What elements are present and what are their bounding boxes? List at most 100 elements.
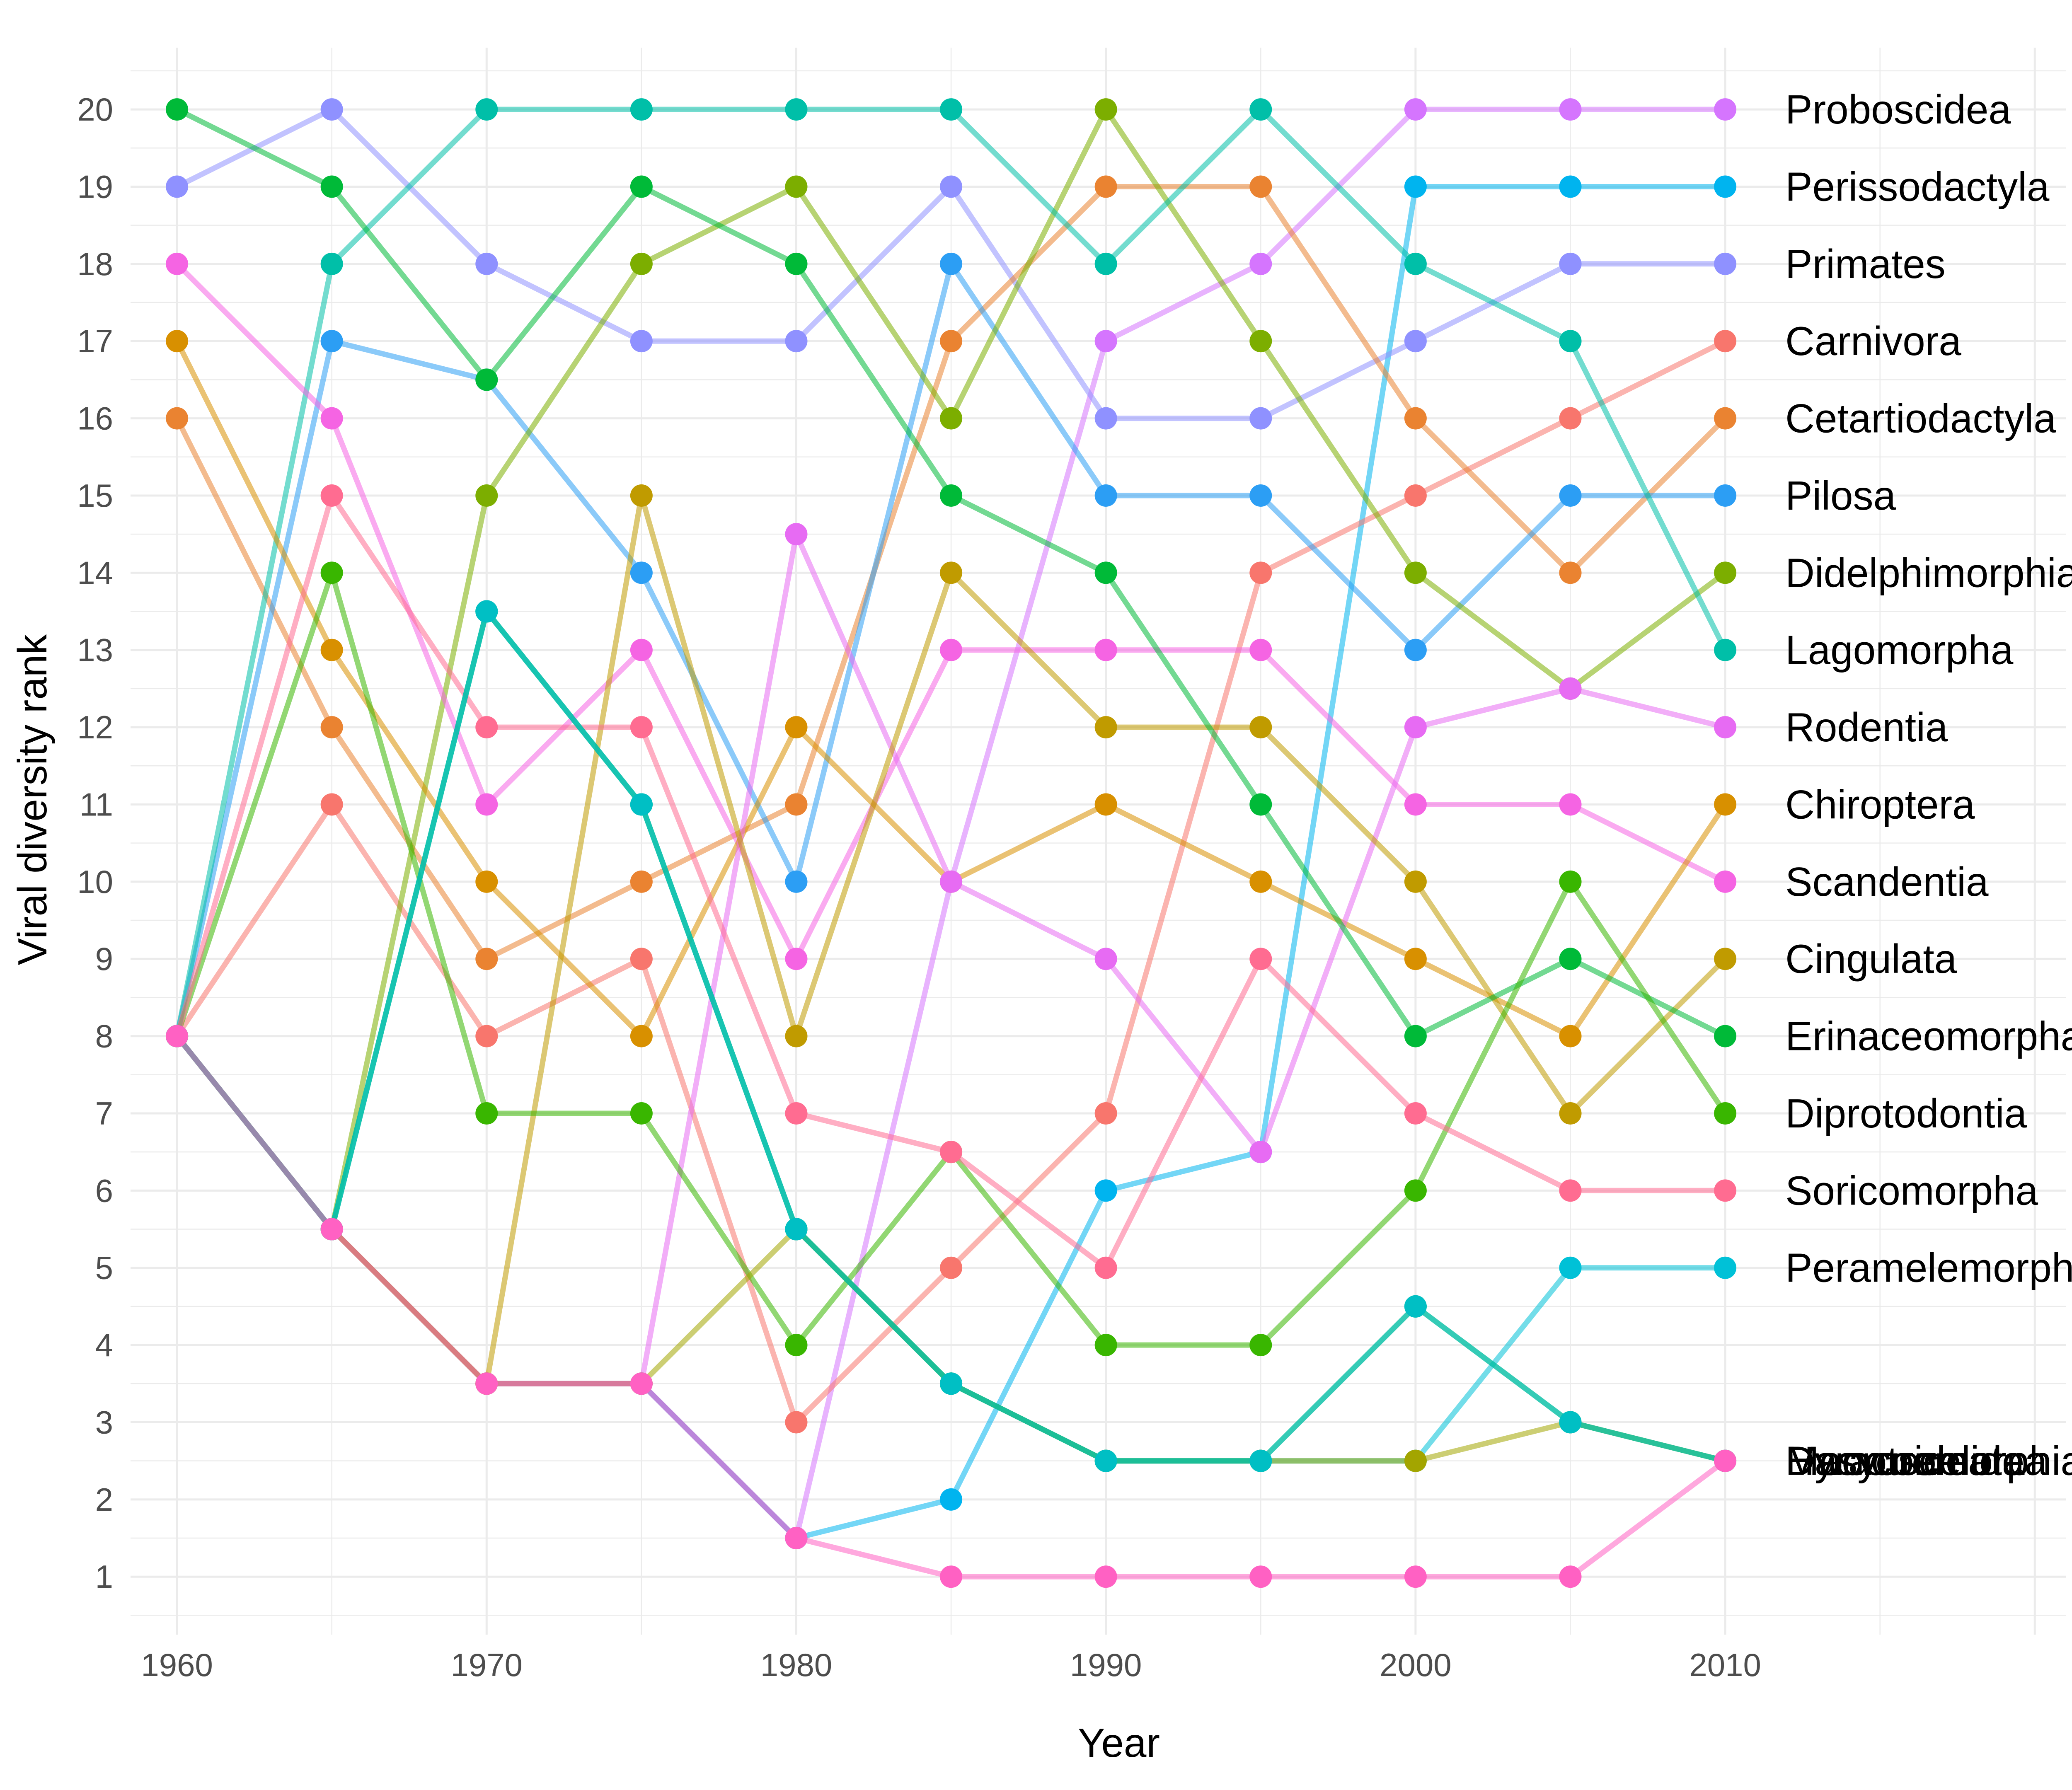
data-point-cetartiodactyla	[630, 870, 653, 893]
series-label-perissodactyla: Perissodactyla	[1785, 164, 2050, 209]
data-point-erinaceomorpha	[320, 175, 343, 198]
y-tick-label: 8	[95, 1018, 113, 1055]
data-point-rodentia	[1094, 948, 1117, 970]
data-point-lagomorpha	[630, 98, 653, 121]
x-tick-labels: 1960 1970 1980 1990 2000 2010	[141, 1647, 1761, 1683]
data-point-chiroptera	[1249, 870, 1272, 893]
data-point-cingulata	[940, 561, 963, 584]
data-point-hyracoidea	[475, 1372, 498, 1395]
y-tick-label: 6	[95, 1172, 113, 1209]
data-point-dasyuromorphia	[1559, 1411, 1582, 1434]
data-point-erinaceomorpha	[1714, 1025, 1737, 1047]
data-point-scandentia	[1559, 793, 1582, 816]
x-tick-label: 1990	[1070, 1647, 1142, 1683]
series-label-lagomorpha: Lagomorpha	[1785, 627, 2014, 673]
data-point-primates	[785, 330, 808, 353]
data-point-cetartiodactyla	[1714, 407, 1737, 430]
series-label-scandentia: Scandentia	[1785, 859, 1989, 905]
data-point-carnivora	[940, 1256, 963, 1279]
data-point-soricomorpha	[1249, 948, 1272, 970]
data-point-hyracoidea	[940, 1565, 963, 1588]
y-tick-label: 15	[77, 477, 113, 514]
data-point-pilosa	[1559, 484, 1582, 507]
series-points	[166, 98, 1737, 1588]
data-point-carnivora	[630, 948, 653, 970]
data-point-scandentia	[630, 639, 653, 661]
data-point-diprotodontia	[1559, 870, 1582, 893]
data-point-scandentia	[320, 407, 343, 430]
x-tick-label: 2010	[1689, 1647, 1761, 1683]
data-point-diprotodontia	[475, 1102, 498, 1125]
series-label-cingulata: Cingulata	[1785, 936, 1957, 982]
data-point-didelphimorphia	[1404, 561, 1427, 584]
data-point-hyracoidea	[320, 1218, 343, 1241]
data-point-lagomorpha	[785, 98, 808, 121]
data-point-scandentia	[475, 793, 498, 816]
data-point-rodentia	[1249, 1141, 1272, 1164]
data-point-erinaceomorpha	[1094, 561, 1117, 584]
data-point-lagomorpha	[1404, 252, 1427, 275]
data-point-cetartiodactyla	[940, 330, 963, 353]
series-label-hyracoidea: Hyracoidea	[1785, 1438, 1991, 1484]
data-point-dasyuromorphia	[475, 600, 498, 623]
data-point-chiroptera	[320, 639, 343, 661]
data-point-cingulata	[1404, 870, 1427, 893]
y-tick-label: 19	[77, 168, 113, 205]
data-point-primates	[1094, 407, 1117, 430]
y-tick-label: 12	[77, 709, 113, 745]
data-point-carnivora	[1559, 407, 1582, 430]
data-point-carnivora	[1714, 330, 1737, 353]
data-point-cingulata	[1249, 716, 1272, 739]
series-label-soricomorpha: Soricomorpha	[1785, 1168, 2038, 1213]
data-point-hyracoidea	[1404, 1565, 1427, 1588]
data-point-diprotodontia	[320, 561, 343, 584]
x-tick-label: 1980	[760, 1647, 833, 1683]
data-point-dasyuromorphia	[940, 1372, 963, 1395]
data-point-didelphimorphia	[630, 252, 653, 275]
data-point-primates	[1559, 252, 1582, 275]
data-point-carnivora	[1249, 561, 1272, 584]
x-tick-label: 1970	[451, 1647, 523, 1683]
series-label-proboscidea: Proboscidea	[1785, 87, 2011, 132]
y-tick-label: 10	[77, 864, 113, 900]
data-point-chiroptera	[785, 716, 808, 739]
major-gridlines	[131, 48, 2066, 1635]
data-point-dasyuromorphia	[630, 793, 653, 816]
series-end-labels: Proboscidea Perissodactyla Primates Carnivo…	[1785, 87, 2072, 1484]
data-point-didelphimorphia	[940, 407, 963, 430]
data-point-proboscidea	[1404, 98, 1427, 121]
data-point-carnivora	[1404, 484, 1427, 507]
data-point-soricomorpha	[940, 1141, 963, 1164]
data-point-primates	[940, 175, 963, 198]
series-label-macroscelidea: Macroscelidea	[1785, 1438, 2047, 1484]
x-tick-label: 2000	[1380, 1647, 1452, 1683]
data-point-soricomorpha	[785, 1102, 808, 1125]
data-point-chiroptera	[630, 1025, 653, 1047]
data-point-hyracoidea	[630, 1372, 653, 1395]
data-point-cetartiodactyla	[1249, 175, 1272, 198]
data-point-soricomorpha	[1094, 1256, 1117, 1279]
series-label-erinaceomorpha: Erinaceomorpha	[1785, 1014, 2072, 1059]
data-point-erinaceomorpha	[1404, 1025, 1427, 1047]
data-point-diprotodontia	[1714, 1102, 1737, 1125]
data-point-soricomorpha	[630, 716, 653, 739]
data-point-soricomorpha	[1559, 1179, 1582, 1202]
data-point-cetartiodactyla	[785, 793, 808, 816]
data-point-cingulata	[1094, 716, 1117, 739]
data-point-primates	[630, 330, 653, 353]
data-point-didelphimorphia	[1249, 330, 1272, 353]
data-point-cetartiodactyla	[1404, 407, 1427, 430]
data-point-hyracoidea	[1714, 1449, 1737, 1472]
y-tick-label: 18	[77, 246, 113, 282]
data-point-primates	[1714, 252, 1737, 275]
series-label-monotremata: Monotremata	[1785, 1438, 2025, 1484]
series-label-rodentia: Rodentia	[1785, 704, 1948, 750]
data-point-cetartiodactyla	[1559, 561, 1582, 584]
data-point-diprotodontia	[630, 1102, 653, 1125]
data-point-chiroptera	[1404, 948, 1427, 970]
series-label-dasyuromorphia: Dasyuromorphia	[1785, 1438, 2072, 1484]
data-point-carnivora	[1094, 1102, 1117, 1125]
data-point-proboscidea	[1714, 98, 1737, 121]
data-point-erinaceomorpha	[1249, 793, 1272, 816]
